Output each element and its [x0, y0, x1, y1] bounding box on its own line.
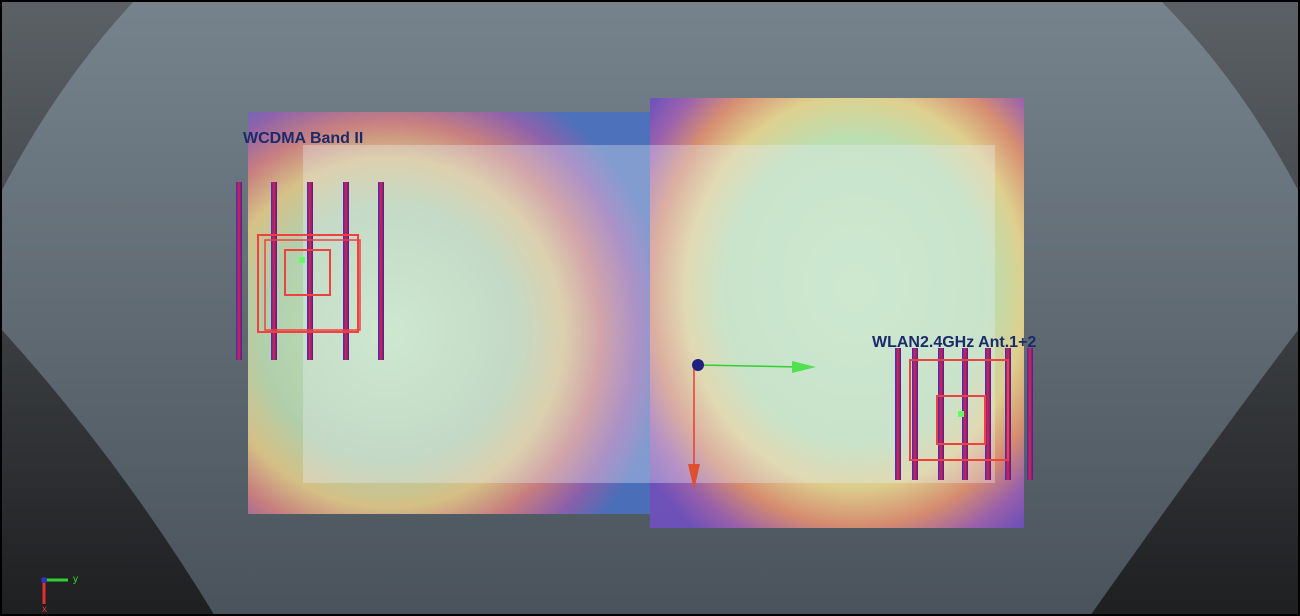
feed-point	[958, 411, 964, 417]
antenna-element	[1027, 348, 1033, 480]
antenna-element	[962, 348, 968, 480]
antenna-element	[271, 182, 277, 360]
antenna-loop	[264, 239, 361, 331]
heatmap-right	[650, 98, 1024, 528]
antenna-element	[938, 348, 944, 480]
origin-dot	[692, 359, 704, 371]
antenna-element	[985, 348, 991, 480]
device-panel	[303, 145, 995, 483]
antenna-loop	[936, 395, 986, 445]
antenna-left	[236, 182, 384, 360]
antenna-right	[895, 348, 1033, 480]
axis-label: x	[42, 604, 47, 615]
antenna-element	[912, 348, 918, 480]
axis-arrow	[697, 364, 801, 368]
antenna-element	[307, 182, 313, 360]
antenna-loop	[909, 359, 1009, 461]
antenna-label: WCDMA Band II	[243, 130, 363, 147]
orientation-triad: y x	[41, 574, 78, 615]
antenna-element	[895, 348, 901, 480]
antenna-element	[343, 182, 349, 360]
arrow-head	[792, 361, 816, 373]
antenna-element	[378, 182, 384, 360]
triad-origin	[41, 577, 47, 583]
axis-label: y	[73, 574, 78, 585]
feed-point	[299, 257, 305, 263]
antenna-element	[236, 182, 242, 360]
antenna-loop	[257, 234, 359, 333]
heatmap-left	[248, 112, 650, 514]
antenna-loop	[284, 249, 331, 296]
antenna-label: WLAN2.4GHz Ant.1+2	[872, 334, 1036, 351]
arrow-head	[688, 464, 700, 490]
coordinate-origin	[688, 359, 816, 490]
